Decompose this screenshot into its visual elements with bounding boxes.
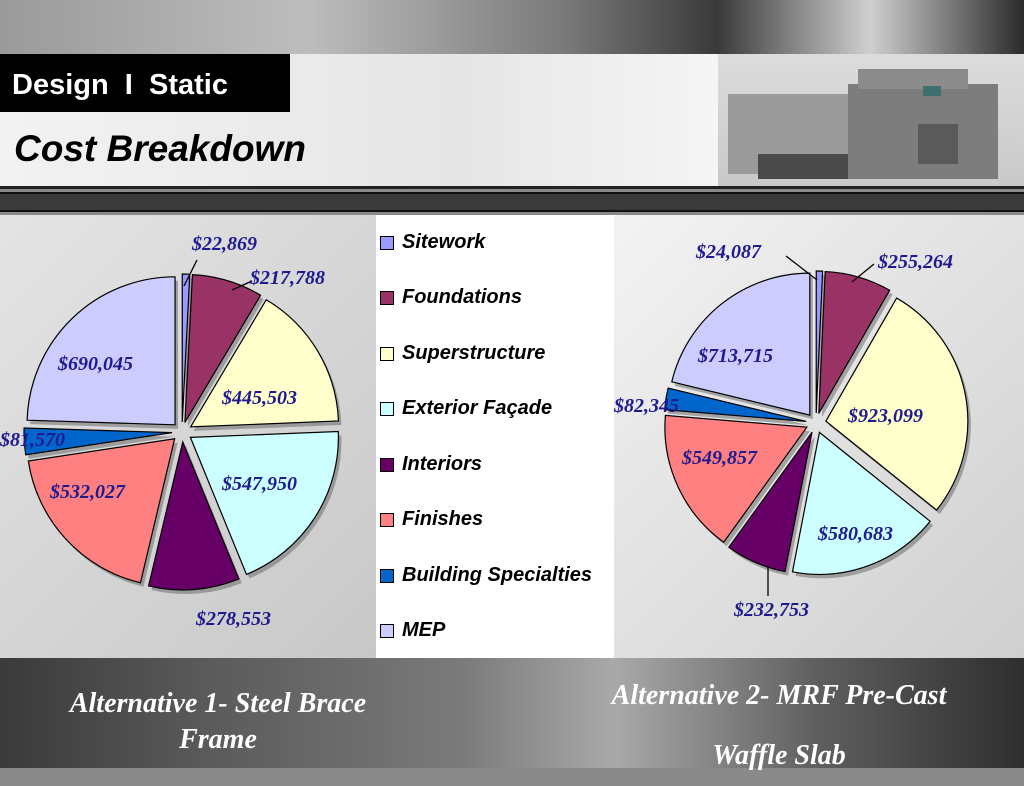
data-label-mep: $690,045 — [57, 353, 133, 375]
alt1-caption-line2: Frame — [179, 724, 257, 755]
building-illustration — [728, 69, 998, 179]
legend-label: Interiors — [402, 453, 483, 475]
pie-slice-superstructure — [189, 298, 340, 428]
data-label-interiors: $278,553 — [195, 608, 271, 630]
legend-item-superstructure: Superstructure — [380, 342, 545, 365]
legend-swatch — [380, 512, 394, 527]
divider-line — [0, 186, 1024, 189]
legend-item-sitework: Sitework — [380, 231, 485, 254]
data-label-foundations: $217,788 — [249, 267, 325, 289]
legend-item-foundations: Foundations — [380, 286, 522, 309]
data-label-mep: $713,715 — [697, 345, 773, 367]
pie-slice-interiors — [147, 440, 240, 591]
data-label-finishes: $532,027 — [49, 481, 126, 503]
section-title: Design I Static — [0, 54, 290, 112]
pie-slice-foundations — [184, 273, 262, 423]
pie-slice-mep — [671, 272, 811, 416]
data-label-superstructure: $923,099 — [847, 405, 923, 427]
pie-slice-sitework — [815, 270, 824, 414]
alt2-caption-line2: Waffle Slab — [712, 740, 846, 771]
leader-line-sitework — [183, 259, 198, 287]
legend-item-interiors: Interiors — [380, 453, 482, 476]
footer-band — [0, 658, 1024, 768]
legend-swatch — [380, 568, 394, 583]
legend-item-mep: MEP — [380, 619, 445, 642]
data-label-finishes: $549,857 — [681, 447, 758, 469]
pie-slice-building-specialties — [663, 387, 807, 423]
data-label-exterior-fa-ade: $547,950 — [221, 473, 297, 495]
data-label-building-specialties: $82,345 — [613, 395, 679, 417]
data-label-interiors: $232,753 — [733, 599, 809, 621]
leader-line-sitework — [785, 255, 818, 281]
leader-line-foundations — [231, 280, 253, 291]
pie-slice-exterior-fa-ade — [189, 430, 339, 576]
building-image — [718, 54, 1024, 186]
alt1-caption-line1: Alternative 1- Steel Brace — [69, 688, 367, 719]
legend-label: Superstructure — [402, 342, 546, 364]
pie-slice-finishes — [27, 438, 176, 584]
legend-item-finishes: Finishes — [380, 508, 483, 531]
data-label-exterior-fa-ade: $580,683 — [817, 523, 893, 545]
pie-charts: $22,869 $217,788 $445,503 $547,950 $278,553 $… — [0, 233, 971, 630]
legend-swatch — [380, 401, 394, 416]
page-title: Cost Breakdown — [14, 128, 306, 169]
pie-slice-superstructure — [825, 297, 969, 511]
data-label-foundations: $255,264 — [877, 251, 953, 273]
pie-slice-finishes — [664, 414, 809, 544]
alt2-caption: Alternative 2- MRF Pre-Cast Waffle Slab — [566, 666, 992, 786]
legend-item-building-specialties: Building Specialties — [380, 564, 592, 587]
pie-slice-interiors — [727, 431, 813, 573]
legend: Sitework Foundations Superstructure Exte… — [376, 215, 614, 658]
legend-label: Building Specialties — [402, 564, 593, 586]
legend-swatch — [380, 290, 394, 305]
legend-label: Exterior Façade — [402, 397, 553, 419]
legend-label: Foundations — [402, 286, 522, 308]
pie-slice-exterior-fa-ade — [791, 431, 932, 575]
pie-chart-1: $22,869 $217,788 $445,503 $547,950 $278,553 $… — [0, 233, 342, 630]
legend-swatch — [380, 457, 394, 472]
pie-chart-2: $24,087 $255,264 $923,099 $580,683 $232,753 $… — [613, 241, 971, 621]
alt1-caption: Alternative 1- Steel Brace Frame — [18, 686, 418, 758]
alt2-caption-line1: Alternative 2- MRF Pre-Cast — [611, 680, 947, 711]
divider-bar — [0, 192, 1024, 212]
header-background — [0, 0, 1024, 54]
legend-swatch — [380, 346, 394, 361]
legend-swatch — [380, 623, 394, 638]
leader-line-foundations — [851, 263, 875, 283]
legend-item-exterior-facade: Exterior Façade — [380, 397, 552, 420]
data-label-superstructure: $445,503 — [221, 387, 297, 409]
legend-label: Sitework — [402, 231, 486, 253]
data-label-sitework: $22,869 — [191, 233, 257, 255]
pie-slice-building-specialties — [23, 427, 173, 456]
legend-label: MEP — [402, 619, 446, 641]
legend-label: Finishes — [402, 508, 484, 530]
data-label-building-specialties: $81,570 — [0, 429, 65, 451]
pie-slice-mep — [26, 276, 176, 426]
data-label-sitework: $24,087 — [695, 241, 762, 263]
legend-swatch — [380, 235, 394, 250]
